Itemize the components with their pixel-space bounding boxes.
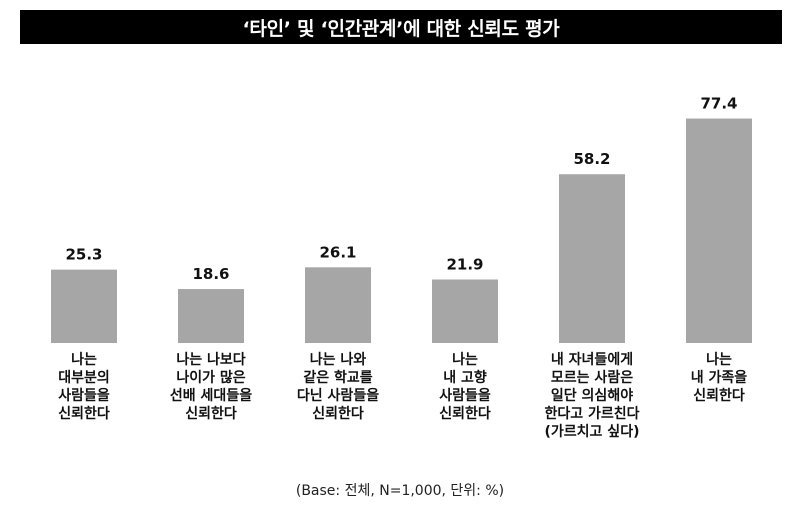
bar-4 bbox=[432, 279, 498, 343]
footnote: (Base: 전체, N=1,000, 단위: %) bbox=[295, 483, 505, 499]
data-label-1: 25.3 bbox=[65, 246, 102, 264]
data-label-6: 77.4 bbox=[700, 95, 737, 113]
chart-title: ‘타인’ 및 ‘인간관계’에 대한 신뢰도 평가 bbox=[242, 17, 560, 40]
category-label-6: 나는 내 가족을 신뢰한다 bbox=[690, 352, 748, 404]
data-label-3: 26.1 bbox=[319, 243, 356, 261]
chart-title-bar: ‘타인’ 및 ‘인간관계’에 대한 신뢰도 평가 bbox=[20, 10, 782, 44]
data-label-2: 18.6 bbox=[192, 265, 229, 283]
bar-3 bbox=[305, 267, 371, 343]
category-label-2: 나는 나보다 나이가 많은 선배 세대들을 신뢰한다 bbox=[169, 352, 253, 422]
bar-5 bbox=[559, 174, 625, 343]
data-label-4: 21.9 bbox=[446, 255, 483, 273]
category-label-3: 나는 나와 같은 학교를 다닌 사람들을 신뢰한다 bbox=[296, 352, 380, 422]
bar-1 bbox=[51, 269, 117, 343]
bar-6 bbox=[686, 118, 752, 343]
category-label-4: 나는 내 고향 사람들을 신뢰한다 bbox=[439, 352, 491, 422]
category-label-1: 나는 대부분의 사람들을 신뢰한다 bbox=[58, 352, 110, 422]
category-label-5: 내 자녀들에게 모르는 사람은 일단 의심해야 한다고 가르친다 (가르치고 싶… bbox=[544, 352, 640, 440]
bar-2 bbox=[178, 289, 244, 343]
data-label-5: 58.2 bbox=[573, 150, 610, 168]
